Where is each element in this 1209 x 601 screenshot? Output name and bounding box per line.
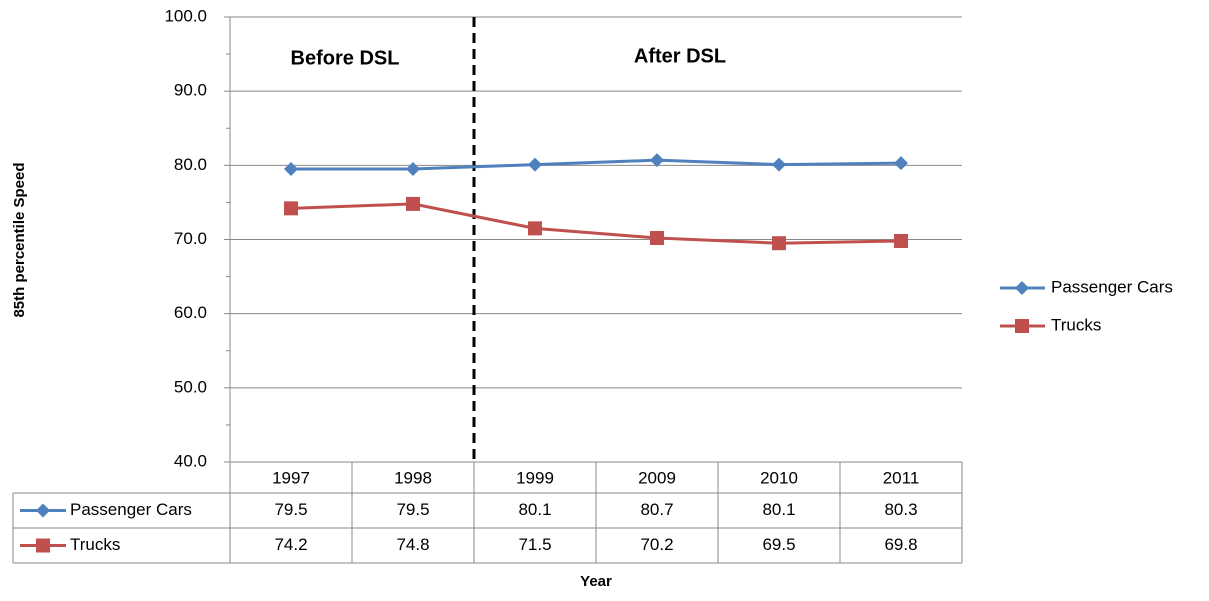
table-cell: 79.5 <box>396 500 429 519</box>
legend-label: Passenger Cars <box>1051 277 1173 296</box>
legend-label: Trucks <box>1051 315 1101 334</box>
x-tick-label: 2009 <box>638 468 676 487</box>
table-row-header: Trucks <box>70 535 120 554</box>
data-point <box>528 157 542 172</box>
annotation: After DSL <box>634 45 726 67</box>
y-tick-label: 40.0 <box>174 451 207 470</box>
y-tick-label: 90.0 <box>174 81 207 100</box>
series-line <box>291 158 902 171</box>
data-point <box>772 157 786 172</box>
y-tick-label: 70.0 <box>174 229 207 248</box>
x-tick-label: 1998 <box>394 468 432 487</box>
data-point <box>284 162 298 177</box>
table-legend-marker <box>36 538 50 553</box>
y-tick-label: 50.0 <box>174 377 207 396</box>
table-cell: 79.5 <box>274 500 307 519</box>
data-point <box>772 236 786 251</box>
table-cell: 80.7 <box>640 500 673 519</box>
table-cell: 80.1 <box>762 500 795 519</box>
table-cell: 80.3 <box>884 500 917 519</box>
y-tick-label: 60.0 <box>174 303 207 322</box>
data-point <box>894 233 908 248</box>
data-point <box>894 156 908 171</box>
x-tick-label: 1997 <box>272 468 310 487</box>
x-tick-label: 1999 <box>516 468 554 487</box>
table-cell: 69.5 <box>762 535 795 554</box>
data-point <box>406 196 420 211</box>
data-point <box>650 231 664 246</box>
table-legend-marker <box>36 503 50 518</box>
table-cell: 70.2 <box>640 535 673 554</box>
table-row-header: Passenger Cars <box>70 500 192 519</box>
table-cell: 69.8 <box>884 535 917 554</box>
legend-marker <box>1015 319 1029 333</box>
x-axis-title: Year <box>580 573 612 590</box>
data-point <box>650 153 664 168</box>
legend-marker <box>1015 281 1029 295</box>
x-tick-label: 2011 <box>883 468 920 487</box>
data-point <box>284 201 298 216</box>
y-tick-label: 80.0 <box>174 155 207 174</box>
data-point <box>528 221 542 236</box>
table-cell: 71.5 <box>518 535 551 554</box>
y-axis-title: 85th percentile Speed <box>11 162 28 317</box>
annotation: Before DSL <box>291 47 400 69</box>
table-cell: 74.8 <box>396 535 429 554</box>
data-point <box>406 162 420 177</box>
x-tick-label: 2010 <box>760 468 798 487</box>
y-tick-label: 100.0 <box>164 6 207 25</box>
series-line <box>290 202 902 245</box>
table-cell: 74.2 <box>274 535 307 554</box>
table-cell: 80.1 <box>518 500 551 519</box>
